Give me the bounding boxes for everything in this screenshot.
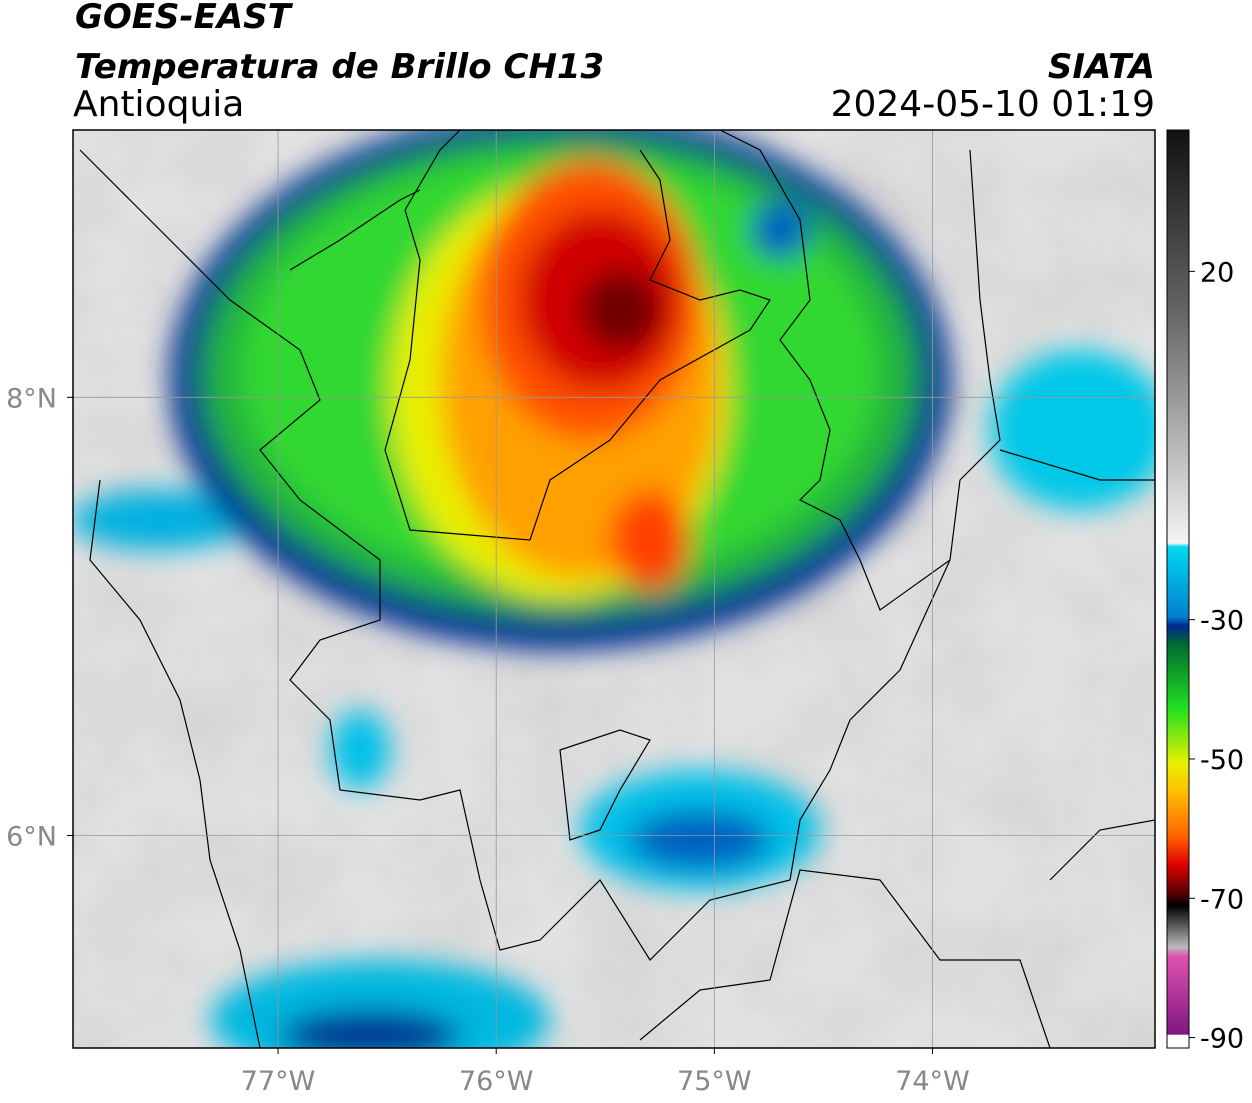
colorbar-tick-label: -30 — [1200, 606, 1244, 637]
map-frame — [72, 129, 1156, 1049]
lon-tick-label: 77°W — [241, 1066, 316, 1097]
colorbar-tick-label: -50 — [1200, 745, 1244, 776]
colorbar-tick-label: -90 — [1200, 1024, 1244, 1055]
colorbar-tick-label: -70 — [1200, 884, 1244, 915]
lat-tick-label: 8°N — [6, 383, 57, 414]
satellite-image — [73, 130, 1155, 1048]
source: SIATA — [1048, 47, 1155, 87]
title: GOES-EAST — [75, 0, 294, 37]
lon-tick-label: 75°W — [677, 1066, 752, 1097]
region: Antioquia — [73, 84, 244, 125]
lon-tick-label: 76°W — [459, 1066, 534, 1097]
colorbar-tick-label: 20 — [1200, 257, 1234, 288]
product: Temperatura de Brillo CH13 — [75, 47, 604, 87]
colorbar — [1166, 129, 1190, 1049]
lon-tick-label: 74°W — [895, 1066, 970, 1097]
graticule — [73, 130, 1155, 1048]
datetime: 2024-05-10 01:19 — [831, 84, 1155, 125]
lat-tick-label: 6°N — [6, 821, 57, 852]
